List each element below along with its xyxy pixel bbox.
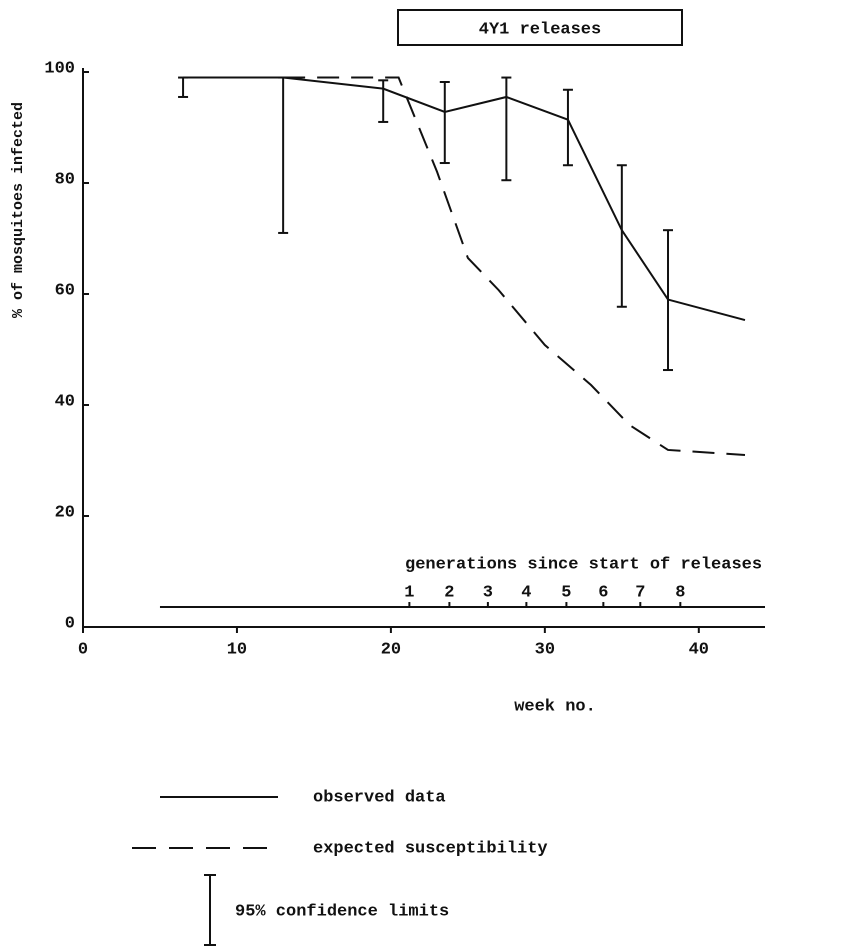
generation-tick-label: 8 — [675, 584, 685, 603]
error-bar — [378, 79, 389, 123]
generation-tick-label: 5 — [561, 584, 571, 603]
generation-axis-label: generations since start of releases — [405, 556, 762, 575]
chart-title: 4Y1 releases — [479, 20, 601, 39]
x-tick-label: 0 — [78, 640, 88, 659]
legend-label: expected susceptibility — [313, 839, 548, 858]
y-tick-label: 0 — [65, 614, 75, 633]
generation-tick-label: 3 — [483, 584, 493, 603]
generation-tick-label: 1 — [404, 584, 414, 603]
error-bar — [616, 164, 627, 308]
x-tick-label: 10 — [227, 640, 247, 659]
error-bar — [178, 76, 189, 98]
x-tick-label: 20 — [381, 640, 401, 659]
x-tick-label: 40 — [689, 640, 709, 659]
x-axis-label: week no. — [514, 697, 596, 716]
y-tick-label: 40 — [55, 392, 75, 411]
y-tick-label: 100 — [44, 59, 75, 78]
data-line — [183, 76, 746, 322]
error-bar — [663, 229, 674, 372]
legend-label: 95% confidence limits — [235, 902, 449, 921]
title-box — [397, 9, 683, 46]
data-line — [283, 76, 746, 456]
error-bar — [278, 76, 289, 234]
generation-tick-label: 4 — [521, 584, 531, 603]
error-bar — [562, 88, 573, 167]
legend-label: observed data — [313, 788, 446, 807]
generation-tick-label: 6 — [598, 584, 608, 603]
y-tick-label: 60 — [55, 281, 75, 300]
y-tick-label: 80 — [55, 170, 75, 189]
x-tick-label: 30 — [535, 640, 555, 659]
error-bar — [501, 76, 512, 182]
generation-tick-label: 2 — [444, 584, 454, 603]
generation-tick-label: 7 — [635, 584, 645, 603]
y-tick-label: 20 — [55, 503, 75, 522]
y-axis-label: % of mosquitoes infected — [10, 102, 27, 318]
error-bar — [439, 80, 450, 165]
